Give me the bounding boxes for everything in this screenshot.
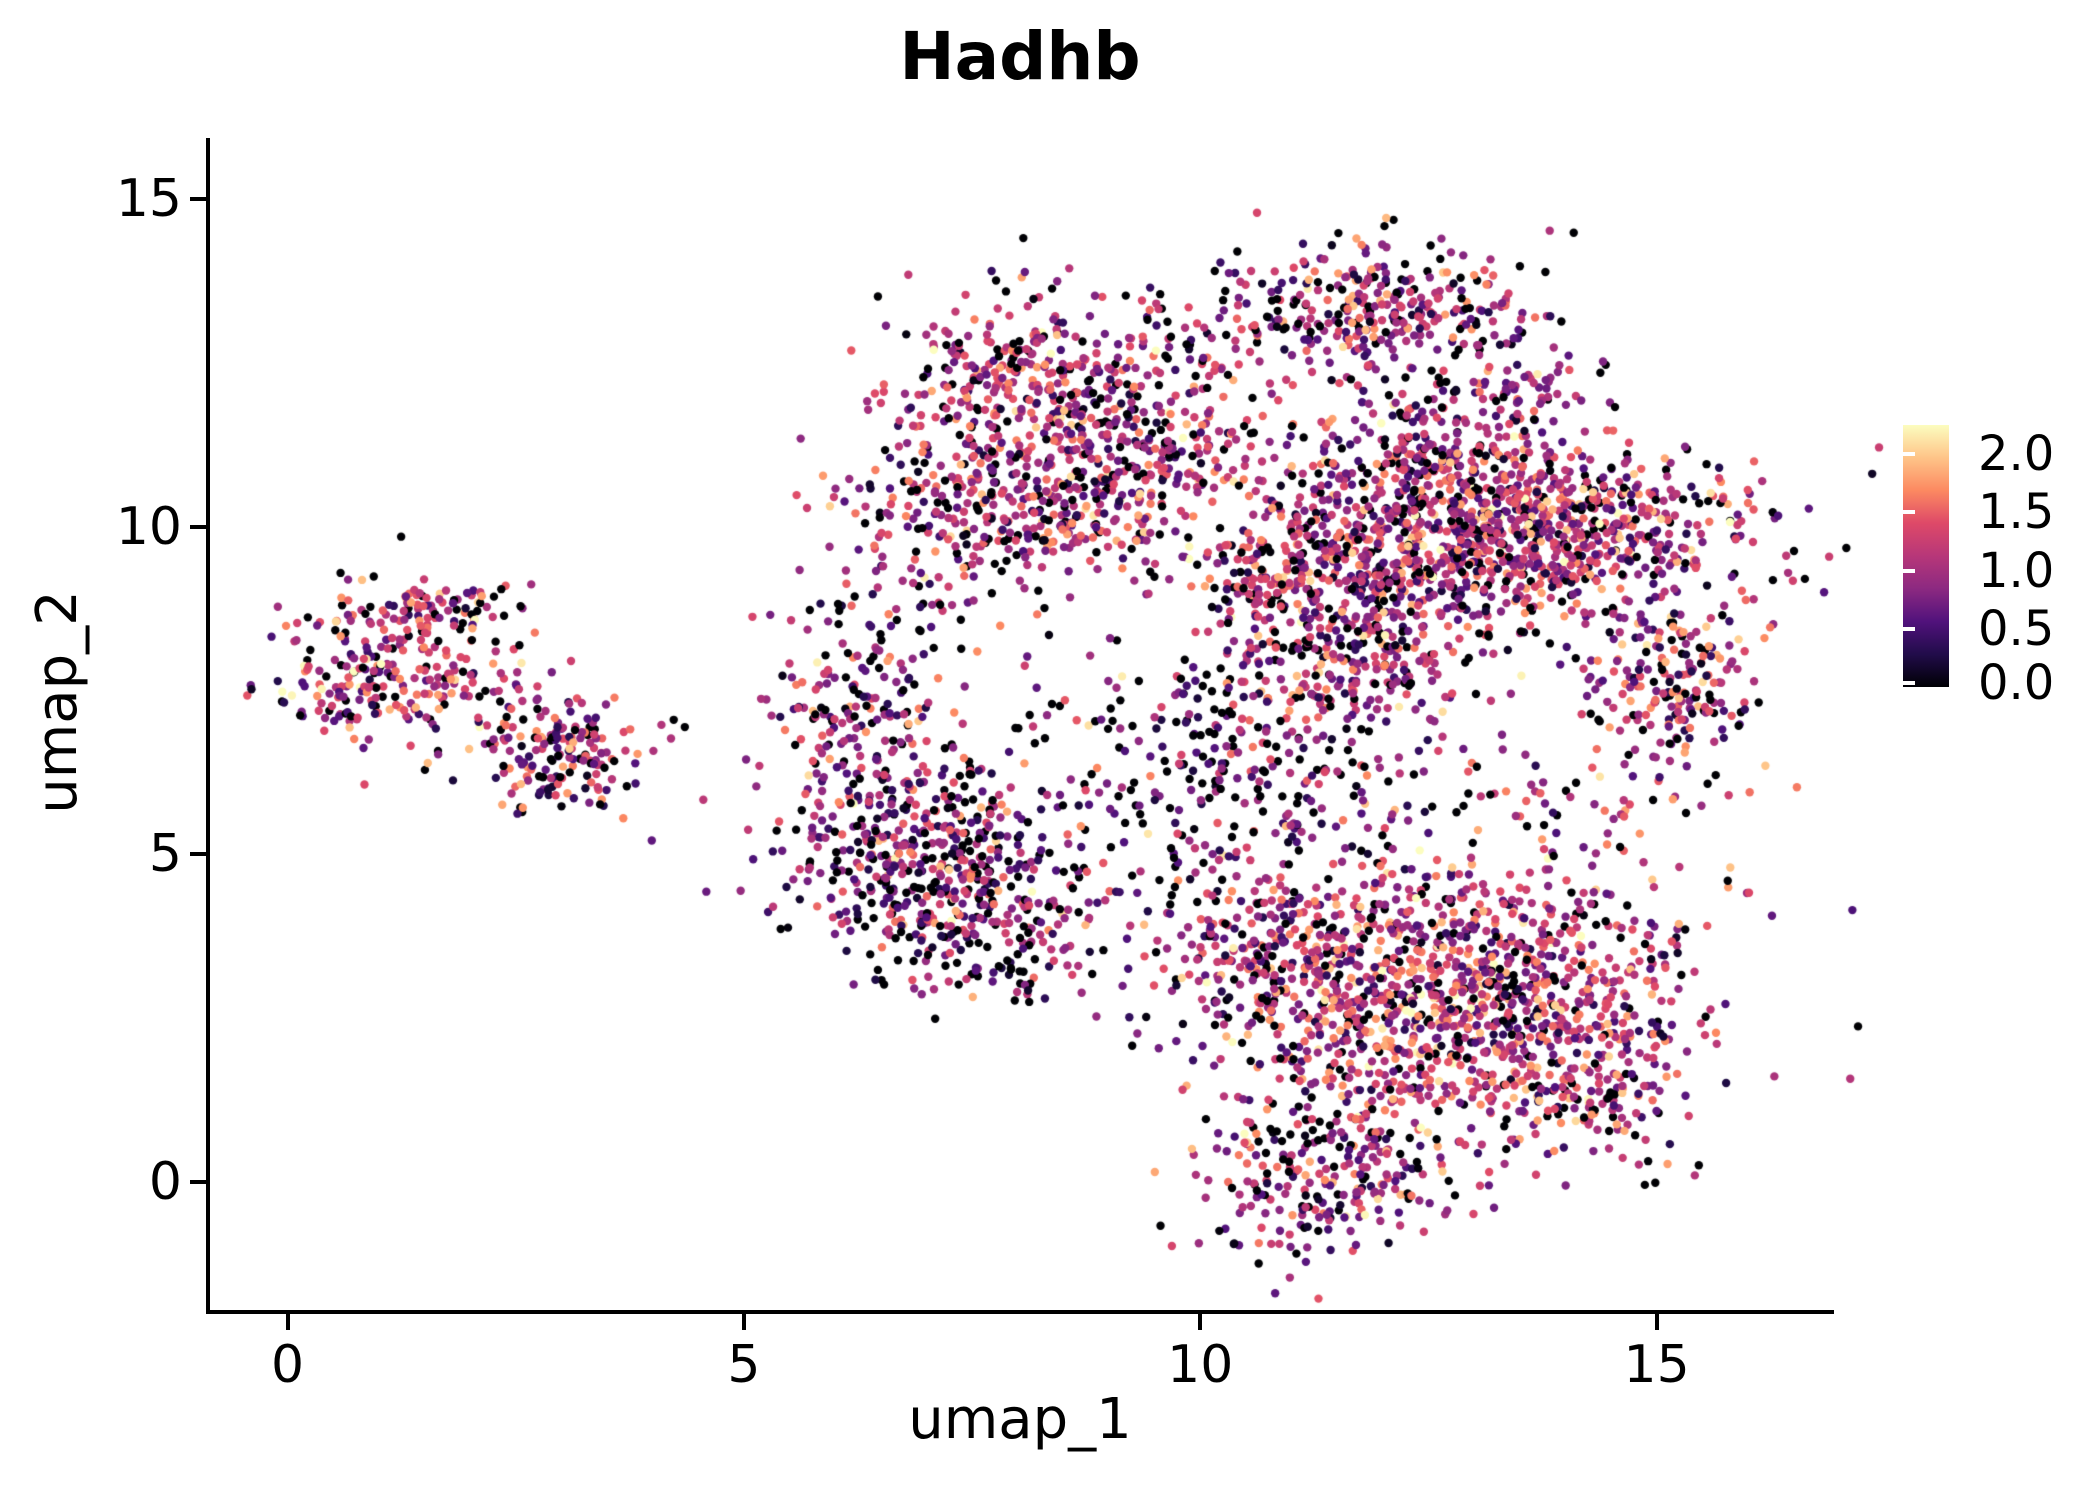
y-tick-mark <box>190 1180 206 1185</box>
colorbar-tick-mark <box>1903 568 1915 573</box>
x-tick-label: 10 <box>1167 1335 1234 1395</box>
colorbar-tick-label: 1.0 <box>1978 542 2055 599</box>
y-tick-mark <box>190 196 206 201</box>
colorbar-tick-mark <box>1903 681 1915 685</box>
y-tick-mark <box>190 852 206 857</box>
y-tick-label: 0 <box>148 1152 182 1213</box>
colorbar-tick-label: 2.0 <box>1978 426 2055 483</box>
colorbar-tick-label: 0.5 <box>1978 600 2055 657</box>
colorbar-tick-mark <box>1903 452 1915 457</box>
x-tick-mark <box>285 1314 290 1330</box>
x-tick-mark <box>1198 1314 1203 1330</box>
colorbar-tick-mark <box>1903 510 1915 515</box>
x-axis-line <box>206 1310 1834 1314</box>
y-tick-label: 10 <box>115 496 182 557</box>
colorbar-tick-label: 1.5 <box>1978 484 2055 541</box>
plot-title: Hadhb <box>899 18 1141 95</box>
colorbar-tick-label: 0.0 <box>1978 655 2055 711</box>
x-axis-label: umap_1 <box>908 1387 1132 1452</box>
y-tick-mark <box>190 524 206 529</box>
x-tick-mark <box>1654 1314 1659 1330</box>
x-tick-label: 5 <box>727 1335 761 1395</box>
x-tick-label: 15 <box>1623 1335 1690 1395</box>
y-tick-label: 5 <box>148 824 182 885</box>
x-tick-mark <box>741 1314 746 1330</box>
colorbar-tick-mark <box>1903 626 1915 631</box>
y-axis-line <box>206 138 210 1314</box>
y-tick-label: 15 <box>115 168 182 229</box>
x-tick-label: 0 <box>271 1335 305 1395</box>
colorbar-gradient <box>1903 425 1949 687</box>
